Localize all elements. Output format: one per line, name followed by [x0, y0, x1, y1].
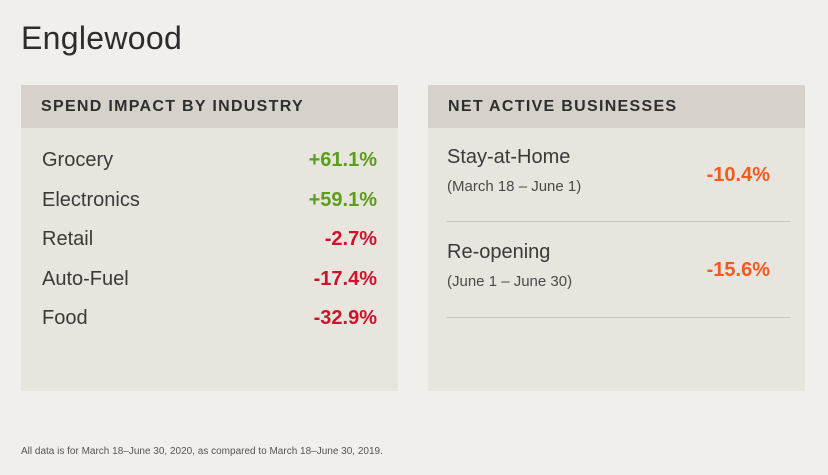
period-name: Stay-at-Home — [447, 146, 571, 168]
spend-impact-panel: SPEND IMPACT BY INDUSTRY Grocery +61.1% … — [21, 85, 398, 391]
period-dates: (June 1 – June 30) — [447, 273, 573, 290]
period-name: Re-opening — [447, 241, 551, 263]
industry-value: -17.4% — [313, 267, 377, 290]
industry-value: +61.1% — [308, 149, 377, 172]
industry-name: Auto-Fuel — [42, 267, 129, 290]
industry-row-electronics: Electronics +59.1% — [42, 181, 377, 221]
industry-value: +59.1% — [308, 188, 377, 211]
industry-value: -2.7% — [324, 228, 377, 251]
period-dates: (March 18 – June 1) — [447, 178, 582, 195]
period-stay-at-home: Stay-at-Home (March 18 – June 1) -10.4% — [446, 128, 790, 222]
industry-name: Retail — [42, 228, 94, 251]
industry-row-auto-fuel: Auto-Fuel -17.4% — [42, 260, 377, 300]
net-active-panel: NET ACTIVE BUSINESSES Stay-at-Home (Marc… — [428, 85, 805, 391]
industry-row-grocery: Grocery +61.1% — [42, 141, 377, 181]
industry-list: Grocery +61.1% Electronics +59.1% Retail… — [42, 141, 377, 339]
industry-row-food: Food -32.9% — [42, 299, 377, 339]
spend-impact-header: SPEND IMPACT BY INDUSTRY — [21, 85, 398, 128]
industry-name: Grocery — [42, 149, 114, 172]
industry-value: -32.9% — [313, 307, 377, 330]
footnote: All data is for March 18–June 30, 2020, … — [21, 446, 383, 457]
page-title: Englewood — [21, 20, 183, 56]
period-value: -15.6% — [706, 259, 770, 281]
industry-name: Electronics — [42, 188, 140, 211]
industry-name: Food — [42, 307, 88, 330]
industry-row-retail: Retail -2.7% — [42, 220, 377, 260]
period-re-opening: Re-opening (June 1 – June 30) -15.6% — [446, 224, 790, 318]
period-value: -10.4% — [706, 164, 770, 186]
net-active-header: NET ACTIVE BUSINESSES — [428, 85, 805, 128]
